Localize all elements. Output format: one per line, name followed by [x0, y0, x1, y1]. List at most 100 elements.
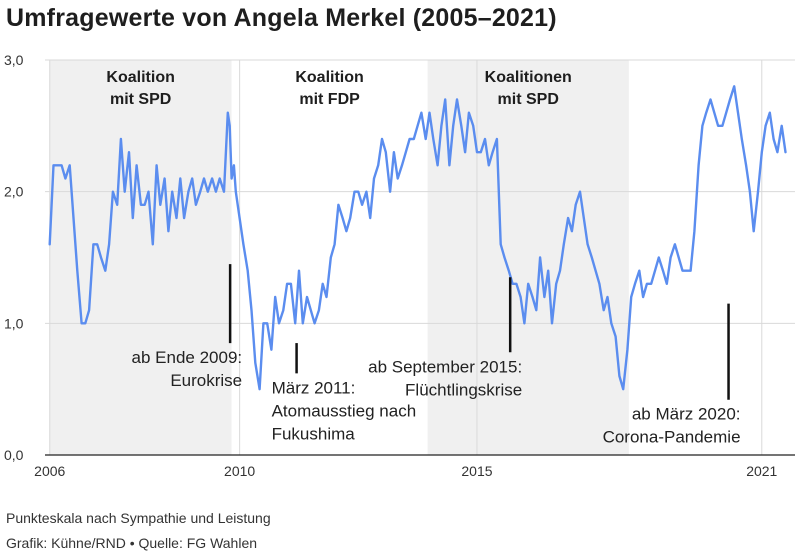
- data-point: [124, 191, 126, 193]
- data-point: [413, 138, 415, 140]
- data-point: [167, 230, 170, 232]
- coalition-label-2-0: Koalitionen: [485, 69, 572, 86]
- data-point: [69, 164, 71, 166]
- data-point: [152, 243, 154, 245]
- data-point: [223, 191, 225, 193]
- data-point: [155, 164, 158, 166]
- data-point: [306, 296, 308, 298]
- data-point: [128, 151, 130, 153]
- data-point: [515, 283, 517, 285]
- data-point: [393, 151, 395, 153]
- data-point: [286, 283, 288, 285]
- annotation-text-3-1: Corona-Pandemie: [603, 428, 741, 447]
- data-point: [365, 191, 367, 193]
- data-point: [658, 256, 660, 259]
- data-point: [420, 112, 423, 114]
- data-point: [211, 177, 213, 180]
- data-point: [294, 322, 296, 324]
- data-point: [270, 349, 273, 351]
- data-point: [535, 309, 537, 311]
- data-point: [511, 283, 514, 285]
- source-credit: Grafik: Kühne/RND • Quelle: FG Wahlen: [6, 535, 258, 551]
- data-point: [622, 388, 624, 390]
- data-point: [539, 256, 541, 259]
- data-point: [547, 270, 549, 272]
- data-point: [480, 151, 482, 153]
- data-point: [397, 177, 399, 180]
- data-point: [472, 125, 474, 127]
- data-point: [250, 309, 253, 311]
- data-point: [764, 125, 767, 127]
- data-point: [500, 243, 502, 245]
- data-point: [159, 204, 161, 206]
- data-point: [302, 322, 304, 324]
- data-point: [195, 204, 197, 206]
- data-point: [650, 283, 652, 285]
- data-point: [484, 138, 486, 140]
- data-point: [108, 243, 110, 245]
- data-point: [543, 296, 545, 298]
- data-point: [242, 243, 245, 245]
- data-point: [61, 164, 63, 166]
- data-point: [116, 204, 118, 206]
- data-point: [745, 164, 747, 166]
- data-point: [432, 138, 434, 140]
- data-point: [191, 177, 193, 180]
- data-point: [254, 362, 256, 364]
- data-point: [164, 177, 166, 180]
- data-point: [353, 191, 356, 193]
- data-point: [405, 151, 407, 153]
- annotations-layer: ab Ende 2009: Eurokrise März 2011: Atomauss…: [132, 264, 741, 447]
- data-point: [262, 322, 264, 324]
- y-tick-label-3: 3,0: [4, 52, 24, 68]
- data-point: [610, 322, 612, 324]
- data-point: [72, 217, 75, 219]
- data-point: [603, 309, 605, 311]
- data-point: [314, 322, 316, 324]
- x-tick-label-2: 2015: [461, 463, 492, 479]
- data-point: [49, 243, 51, 245]
- x-tick-label-0: 2006: [34, 463, 65, 479]
- data-point: [322, 283, 324, 285]
- data-point: [325, 296, 328, 298]
- coalition-label-1-1: mit FDP: [299, 91, 360, 108]
- data-point: [385, 151, 387, 153]
- data-point: [333, 243, 336, 245]
- data-point: [88, 309, 90, 311]
- annotation-text-0-0: ab Ende 2009:: [132, 348, 243, 367]
- data-point: [701, 125, 704, 127]
- data-point: [373, 177, 375, 180]
- data-point: [428, 112, 431, 114]
- data-point: [575, 204, 577, 206]
- data-point: [595, 270, 597, 272]
- data-point: [417, 125, 419, 127]
- data-point: [219, 177, 221, 180]
- data-point: [96, 243, 98, 245]
- data-point: [591, 256, 593, 259]
- data-point: [247, 270, 249, 272]
- scale-note: Punkteskala nach Sympathie und Leistung: [6, 510, 271, 526]
- data-point: [717, 125, 719, 127]
- data-point: [464, 151, 466, 153]
- data-point: [761, 151, 763, 153]
- data-point: [733, 85, 735, 87]
- data-point: [136, 164, 138, 166]
- data-point: [369, 217, 371, 219]
- data-point: [508, 270, 510, 272]
- data-point: [583, 217, 585, 219]
- data-point: [642, 296, 644, 298]
- data-point: [408, 138, 411, 140]
- data-point: [377, 164, 379, 166]
- coalition-label-0-0: Koalition: [106, 69, 174, 86]
- data-point: [776, 151, 779, 153]
- data-point: [737, 112, 739, 114]
- line-chart: Koalition mit SPD Koalition mit FDP Koalitio…: [4, 52, 795, 479]
- data-point: [567, 217, 569, 219]
- data-point: [773, 138, 775, 140]
- data-point: [229, 125, 231, 127]
- y-tick-label-1: 1,0: [4, 315, 24, 331]
- data-point: [769, 112, 771, 114]
- data-point: [361, 204, 363, 206]
- data-point: [235, 191, 237, 193]
- data-point: [523, 322, 526, 324]
